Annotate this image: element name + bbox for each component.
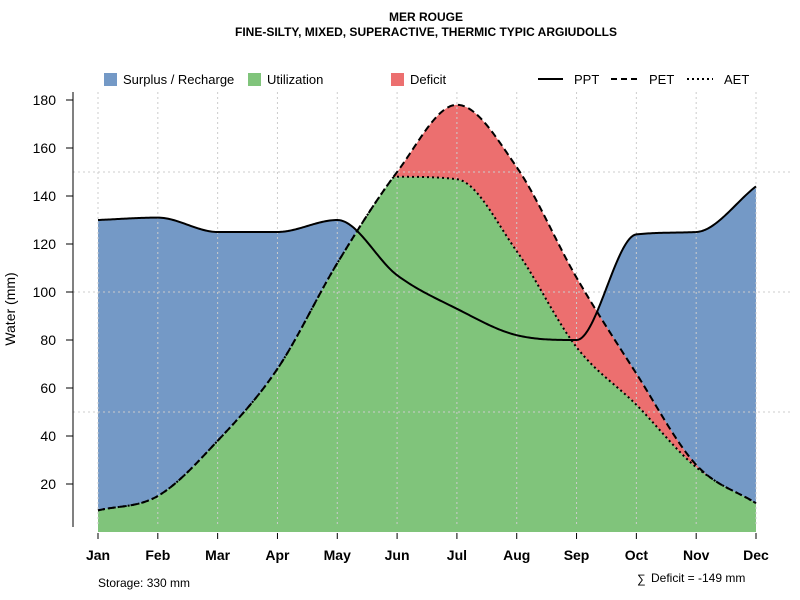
y-tick-label: 140 — [33, 188, 57, 204]
y-axis-title: Water (mm) — [2, 272, 18, 345]
x-tick-label: Jul — [447, 547, 467, 563]
x-tick-label: Oct — [625, 547, 649, 563]
utilization-area — [98, 176, 756, 533]
chart-subtitle: FINE-SILTY, MIXED, SUPERACTIVE, THERMIC … — [235, 25, 617, 39]
surplus-area — [98, 104, 756, 511]
y-tick-label: 100 — [33, 284, 57, 300]
x-tick-label: Aug — [503, 547, 530, 563]
legend-swatch-utilization — [248, 73, 261, 86]
legend-label-pet: PET — [649, 72, 674, 87]
x-tick-label: Mar — [205, 547, 230, 563]
x-tick-label: Apr — [265, 547, 290, 563]
y-tick-label: 40 — [40, 428, 56, 444]
x-tick-label: May — [324, 547, 351, 563]
deficit-annotation: Deficit = -149 mm — [651, 571, 745, 585]
x-tick-label: Sep — [564, 547, 590, 563]
aet-line — [97, 175, 757, 512]
legend-label-aet: AET — [724, 72, 749, 87]
x-tick-label: Dec — [743, 547, 769, 563]
legend-label-ppt: PPT — [574, 72, 599, 87]
x-axis: Jan Feb Mar Apr May Jun Jul Aug Sep Oct Nov Dec — [86, 533, 769, 563]
x-tick-label: Feb — [145, 547, 170, 563]
y-tick-label: 160 — [33, 140, 57, 156]
y-tick-label: 60 — [40, 380, 56, 396]
legend-swatch-surplus — [104, 73, 117, 86]
x-tick-label: Jun — [385, 547, 410, 563]
pet-line — [97, 103, 757, 512]
storage-annotation: Storage: 330 mm — [98, 576, 190, 590]
y-axis: 20 40 60 80 100 120 140 160 180 — [33, 92, 74, 527]
y-tick-label: 80 — [40, 332, 56, 348]
legend-label-surplus: Surplus / Recharge — [123, 72, 234, 87]
y-tick-label: 120 — [33, 236, 57, 252]
y-tick-label: 20 — [40, 476, 56, 492]
sigma-symbol: ∑ — [637, 572, 646, 586]
series-lines — [97, 103, 757, 512]
legend-label-deficit: Deficit — [410, 72, 447, 87]
x-tick-label: Nov — [683, 547, 710, 563]
area-fills — [98, 104, 756, 533]
chart-title: MER ROUGE — [389, 10, 463, 24]
legend-label-utilization: Utilization — [267, 72, 323, 87]
x-tick-label: Jan — [86, 547, 110, 563]
legend-swatch-deficit — [391, 73, 404, 86]
ppt-line — [97, 185, 757, 341]
y-tick-label: 180 — [33, 92, 57, 108]
legend: Surplus / Recharge Utilization Deficit P… — [104, 72, 749, 87]
